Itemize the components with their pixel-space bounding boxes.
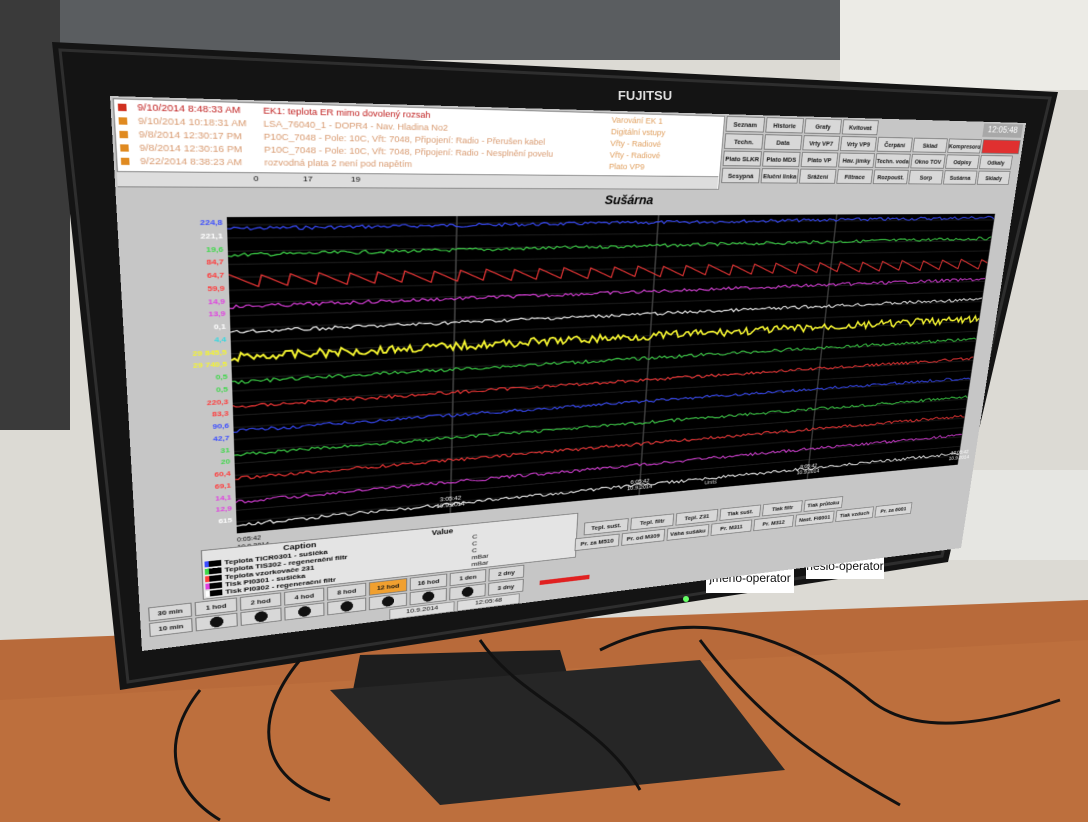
nav-button[interactable]: Odpisy [945, 154, 980, 169]
y-label: 615 [218, 517, 232, 526]
alarm-icon [119, 117, 128, 125]
y-label: 0,5 [215, 373, 227, 382]
nav-button[interactable]: Techn. voda [875, 153, 911, 168]
nav-button[interactable]: Okno TOV [910, 154, 945, 169]
alarm-group: Digitální vstupy [611, 127, 666, 137]
nav-button[interactable]: Kvitovat vše [842, 119, 879, 135]
nav-button[interactable]: Kompresorovna [947, 139, 982, 154]
nav-button[interactable]: Techn. prohlížeč [724, 133, 763, 149]
nav-button[interactable]: Data [764, 134, 803, 150]
nav-button[interactable]: Plato VP [801, 152, 839, 167]
y-label: 221,1 [200, 232, 223, 241]
y-label: 4,4 [214, 335, 227, 344]
y-label: 29 845,5 [192, 348, 226, 358]
y-label: 0,1 [214, 323, 226, 332]
y-label: 220,3 [207, 398, 229, 408]
nav-button[interactable]: Historie alarmů [765, 117, 804, 133]
alarm-time: 9/22/2014 8:38:23 AM [140, 156, 242, 167]
y-label: 224,8 [200, 218, 223, 227]
alarm-icon [119, 131, 128, 138]
alarm-icon [120, 144, 129, 151]
y-label: 84,7 [206, 258, 224, 267]
date-label: 10.9.2014 [948, 454, 969, 461]
alarm-count: 19 [351, 175, 360, 184]
plot-area [227, 214, 995, 534]
alarm-count: 0 [253, 174, 258, 183]
y-label: 60,4 [214, 470, 231, 479]
nav-button[interactable]: Sesypná linka [721, 168, 760, 184]
y-label: 69,1 [215, 482, 232, 491]
y-label: 19,6 [206, 245, 224, 254]
y-label: 83,3 [212, 410, 229, 419]
y-label: 20 [221, 458, 231, 467]
y-label: 14,9 [208, 297, 226, 306]
alarm-group: Vřty - Radiové [610, 139, 661, 149]
brand-logo: FUJITSU [618, 88, 672, 103]
alarm-time: 9/8/2014 12:30:16 PM [139, 143, 242, 155]
alarm-group: Vřty - Radiové [609, 150, 660, 160]
y-label: 14,1 [215, 493, 232, 502]
nav-button[interactable]: Seznam alarmů [725, 116, 765, 133]
y-label: 64,7 [207, 271, 225, 280]
nav-button[interactable]: Plato MDS 10 [762, 151, 800, 167]
y-label: 42,7 [213, 434, 230, 443]
y-label: 31 [220, 446, 230, 455]
alarm-icon [118, 104, 127, 112]
nav-button[interactable]: Hav. jímky [838, 153, 875, 168]
nav-button[interactable]: Sklad kyseliny [912, 138, 947, 153]
nav-button[interactable]: Vrty VP9 [840, 136, 877, 152]
nav-button[interactable]: Sušárna [943, 170, 977, 184]
y-label: 29 740,5 [193, 360, 227, 370]
y-label: 0,5 [216, 385, 228, 394]
y-label: 90,6 [212, 422, 229, 431]
page: FUJITSU jmeno-operator heslo-operator 12… [0, 0, 1088, 822]
nav-button[interactable]: Rozpoušt. MDS [873, 169, 909, 184]
nav-button[interactable]: Sklady [977, 171, 1011, 185]
nav-button[interactable]: Filtrace [836, 169, 873, 184]
alarm-group: Varování EK 1 [611, 115, 663, 125]
nav-button[interactable]: Plato SLKR [723, 151, 762, 167]
alarm-icon [121, 158, 130, 165]
nav-button[interactable]: Grafy [804, 118, 842, 134]
y-label: 13,9 [208, 310, 225, 319]
y-label: 12,9 [215, 505, 232, 514]
alarm-group: Plato VP9 [609, 162, 645, 171]
y-label: 59,9 [207, 284, 225, 293]
nav-button-alert[interactable] [981, 139, 1020, 154]
nav-button[interactable]: Vrty VP7 [802, 135, 840, 151]
nav-button[interactable]: Srážení [799, 169, 836, 184]
nav-button[interactable]: Sorp [908, 170, 943, 185]
nav-button[interactable]: Eluční linka [761, 168, 799, 183]
alarm-time: 9/8/2014 12:30:17 PM [138, 129, 242, 141]
nav-button[interactable]: Čerpání [877, 137, 913, 152]
nav-button[interactable]: Odkaly [979, 155, 1013, 169]
alarm-count: 17 [303, 175, 313, 184]
